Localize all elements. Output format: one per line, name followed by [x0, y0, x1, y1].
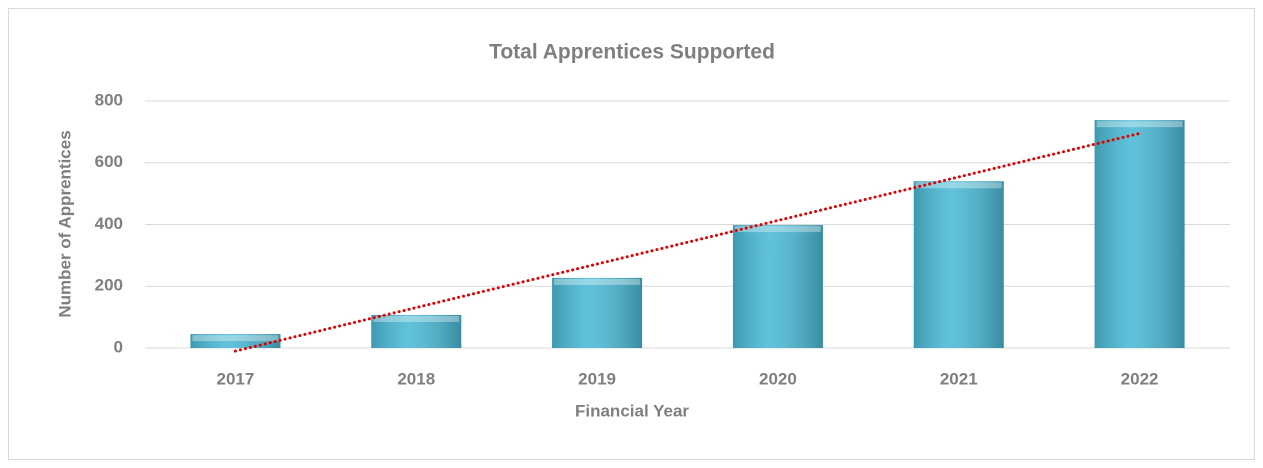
x-tick-label: 2019 — [578, 369, 616, 388]
chart-frame — [8, 8, 1255, 460]
y-tick-label: 200 — [95, 276, 123, 295]
bar-cap — [734, 226, 821, 233]
y-tick-label: 800 — [95, 90, 123, 109]
bar-shade — [913, 181, 1004, 348]
bar-cap — [554, 278, 641, 285]
x-axis-title: Financial Year — [575, 401, 689, 420]
bar-cap — [1096, 121, 1183, 128]
y-tick-label: 600 — [95, 152, 123, 171]
bar-shade — [1094, 120, 1185, 348]
bar-cap — [192, 335, 279, 342]
chart-title: Total Apprentices Supported — [489, 41, 775, 64]
y-axis-title: Number of Apprentices — [55, 130, 74, 317]
bar-cap — [915, 182, 1002, 189]
y-tick-label: 400 — [95, 214, 123, 233]
x-tick-label: 2020 — [759, 369, 797, 388]
x-tick-label: 2017 — [217, 369, 255, 388]
bar-shade — [732, 225, 823, 348]
x-tick-label: 2022 — [1121, 369, 1159, 388]
x-tick-label: 2021 — [940, 369, 978, 388]
bar-cap — [373, 315, 460, 322]
trendline — [233, 131, 1142, 353]
y-tick-label: 0 — [114, 337, 123, 356]
x-tick-label: 2018 — [397, 369, 435, 388]
bar-shade — [190, 334, 281, 348]
bar-shade — [552, 277, 643, 348]
bar-shade — [371, 314, 462, 348]
